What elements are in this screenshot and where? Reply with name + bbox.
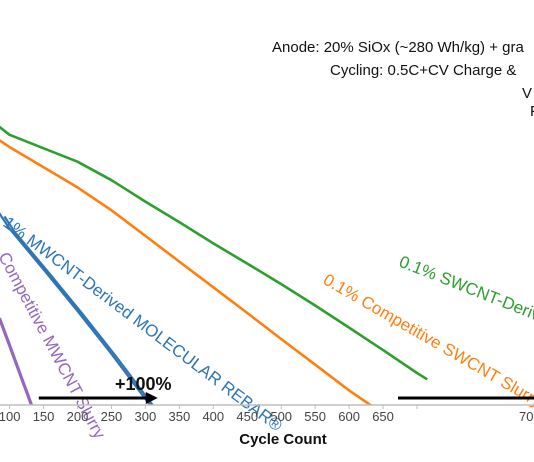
x-tick-label: 300	[135, 409, 157, 424]
series-layer	[0, 125, 428, 405]
series-line	[0, 139, 373, 405]
series-line	[0, 125, 428, 381]
x-tick-label: 400	[202, 409, 224, 424]
x-tick-label: 200	[67, 409, 89, 424]
x-tick-label: 100	[0, 409, 20, 424]
arrow-head	[145, 392, 158, 404]
series-line	[3, 215, 155, 405]
annotation-line: Cycling: 0.5C+CV Charge &	[330, 62, 516, 79]
x-tick-label: 250	[101, 409, 123, 424]
x-tick-label: 500	[270, 409, 292, 424]
x-tick-label: 550	[304, 409, 326, 424]
annotation-line: F	[530, 103, 534, 120]
x-tick-label: 70	[519, 409, 533, 424]
x-axis-title: Cycle Count	[239, 431, 327, 448]
annotation-text: Anode: 20% SiOx (~280 Wh/kg) + gra Cyclin…	[272, 39, 534, 120]
x-tick-label: 150	[33, 409, 55, 424]
x-tick-label: 450	[236, 409, 258, 424]
x-tick-label: 650	[372, 409, 394, 424]
series-line	[0, 317, 34, 405]
x-axis-ticks: 100 150 200 250 300 350 400 450 500 550 600 650 70	[0, 405, 533, 424]
x-tick-label: 350	[168, 409, 190, 424]
x-tick-label: 600	[338, 409, 360, 424]
annotation-line: Anode: 20% SiOx (~280 Wh/kg) + gra	[272, 39, 524, 56]
improvement-label: +100%	[115, 374, 172, 394]
improvement-arrows: +100%	[38, 374, 534, 404]
annotation-line: V	[522, 85, 532, 102]
